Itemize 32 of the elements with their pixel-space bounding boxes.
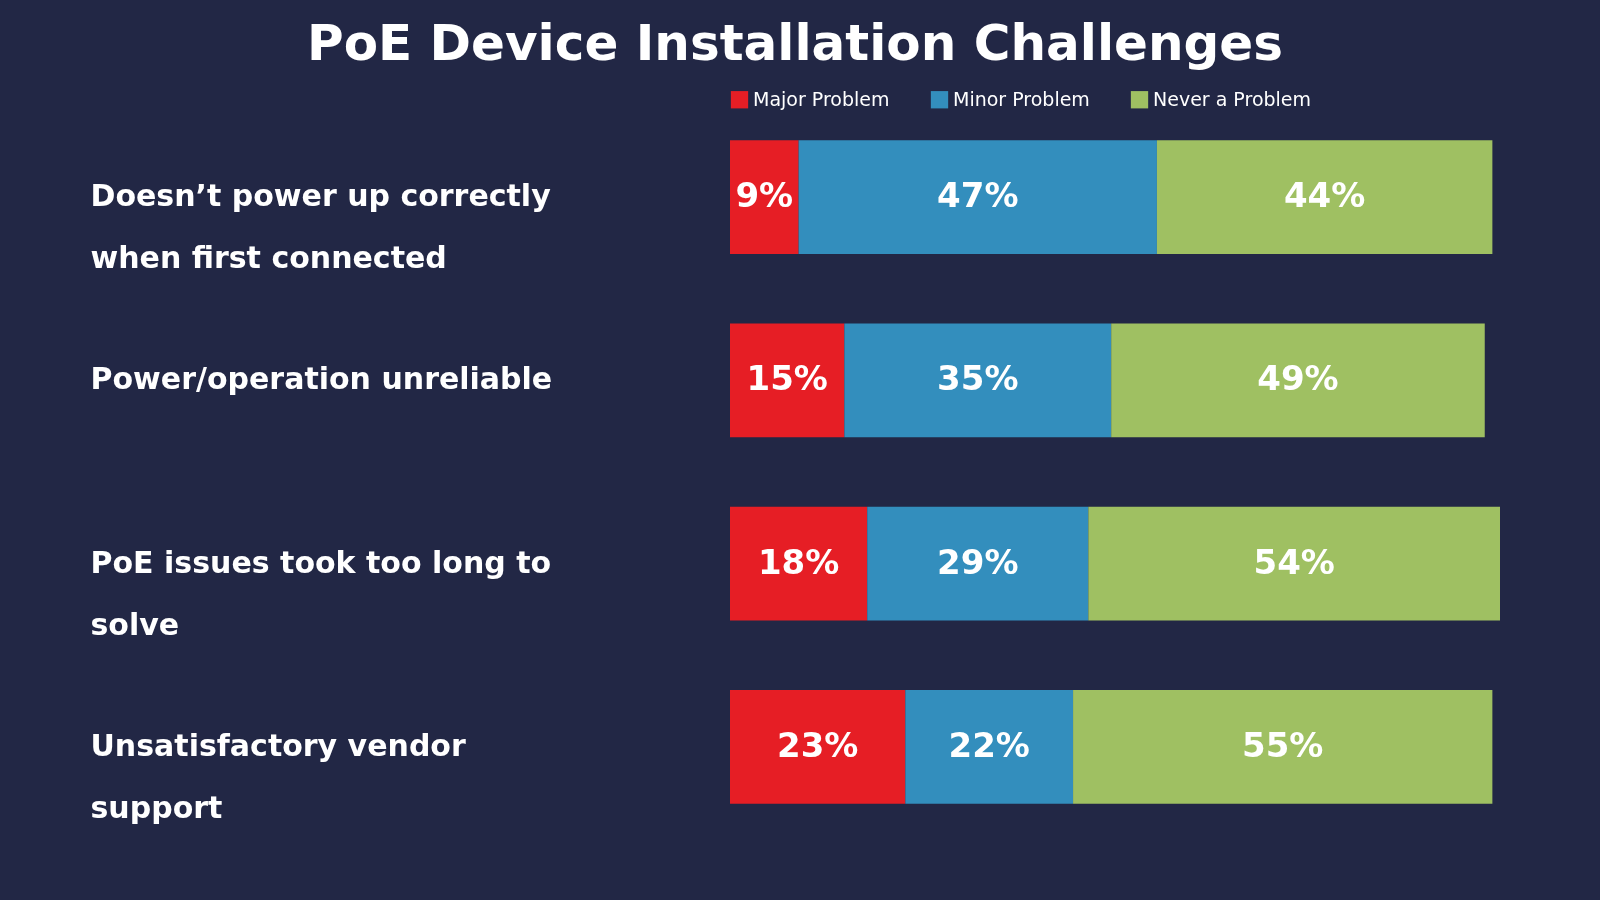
- chart-title: PoE Device Installation Challenges: [307, 14, 1283, 72]
- data-label: 55%: [1242, 724, 1324, 765]
- data-label: 44%: [1283, 175, 1366, 216]
- bar: [1111, 323, 1485, 438]
- bar: [730, 323, 845, 438]
- data-label: 15%: [746, 358, 828, 399]
- bar: [844, 323, 1112, 438]
- bar: [905, 690, 1074, 804]
- bar: [1088, 506, 1500, 621]
- legend-label: Minor Problem: [953, 87, 1090, 110]
- bar: [1073, 690, 1493, 804]
- data-label: 54%: [1253, 541, 1335, 582]
- bar: [798, 140, 1157, 254]
- legend-label: Major Problem: [753, 87, 890, 110]
- data-label: 29%: [937, 541, 1019, 582]
- data-label: 23%: [776, 724, 859, 765]
- bar: [730, 506, 868, 621]
- bar: [1156, 140, 1493, 254]
- y-tick-label: Power/operation unreliable: [90, 361, 553, 397]
- data-label: 22%: [948, 724, 1030, 765]
- y-tick-label: Doesn’t power up correctly when first connected: [90, 178, 552, 276]
- data-label: 35%: [937, 358, 1019, 399]
- data-label: 9%: [735, 175, 794, 216]
- bar: [867, 506, 1089, 621]
- y-tick-label: Unsatisfactory vendor support: [90, 727, 466, 825]
- legend-label: Never a Problem: [1153, 87, 1312, 110]
- bar: [730, 690, 906, 804]
- data-label: 18%: [757, 541, 840, 582]
- y-tick-label: PoE issues took too long to solve: [90, 544, 552, 642]
- data-label: 47%: [937, 175, 1019, 216]
- bar: [730, 140, 799, 254]
- data-label: 49%: [1257, 358, 1339, 399]
